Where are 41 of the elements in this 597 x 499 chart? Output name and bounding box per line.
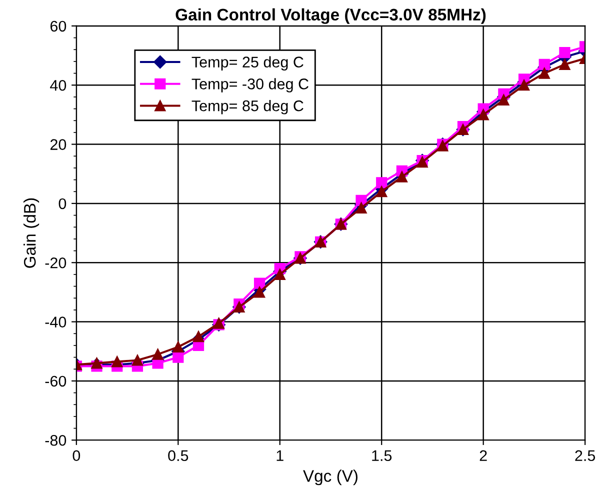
y-tick-label: 60 [50, 20, 66, 32]
x-axis-title: Vgc (V) [303, 470, 358, 486]
point [396, 171, 408, 182]
y-tick-label: -20 [45, 257, 66, 268]
y-tick-label: -60 [45, 376, 66, 387]
point [254, 278, 266, 289]
y-tick-label: 40 [50, 80, 66, 91]
point [356, 202, 367, 214]
point [538, 58, 550, 70]
y-axis-title: Gain (dB) [24, 198, 40, 268]
point [172, 341, 184, 352]
point [152, 348, 164, 360]
y-tick-label: 0 [58, 198, 66, 210]
x-tick-label: 0.5 [168, 450, 188, 462]
point [132, 354, 144, 366]
x-tick-label: 1 [276, 450, 284, 461]
x-tick-label: 0 [72, 450, 80, 462]
y-tick-label: 20 [50, 139, 66, 150]
point [376, 177, 388, 188]
point [559, 47, 570, 58]
chart-title: Gain Control Voltage (Vcc=3.0V 85MHz) [176, 8, 486, 24]
x-tick-label: 1.5 [372, 450, 392, 462]
point [254, 286, 266, 298]
legend-label: Temp= 25 deg C [192, 56, 304, 71]
legend-label: Temp= 85 deg C [192, 100, 304, 114]
point [478, 109, 489, 120]
y-tick-label: -80 [45, 434, 66, 446]
point [112, 356, 123, 368]
point [498, 94, 510, 106]
x-tick-label: 2 [480, 450, 487, 461]
y-tick-label: -40 [45, 316, 66, 328]
point [91, 358, 102, 369]
point [559, 58, 570, 70]
point [192, 331, 204, 342]
point [172, 352, 184, 363]
point [274, 268, 286, 280]
legend-label: Temp= -30 deg C [192, 78, 308, 92]
point [518, 80, 530, 91]
point [376, 186, 388, 198]
x-tick-label: 2.5 [575, 450, 596, 462]
point [538, 68, 550, 79]
